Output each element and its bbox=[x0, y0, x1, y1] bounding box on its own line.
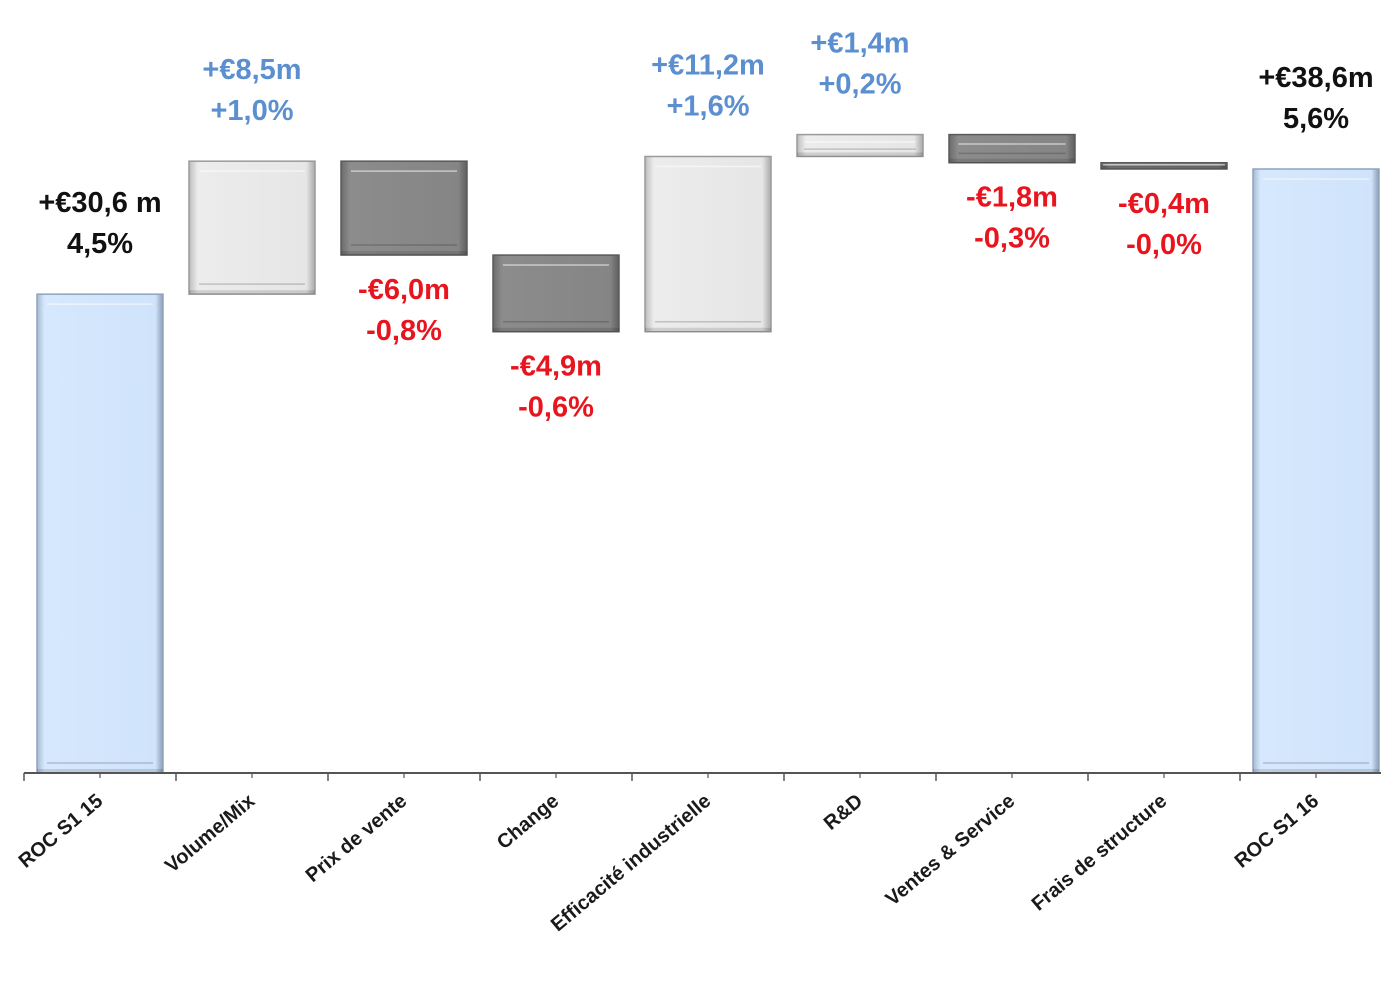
data-label-value: +€8,5m bbox=[202, 54, 301, 86]
x-tick-label: ROC S1 15 bbox=[15, 790, 107, 873]
x-tick-label: R&D bbox=[820, 790, 867, 835]
bar-5 bbox=[644, 155, 772, 333]
x-tick-label: Volume/Mix bbox=[161, 790, 259, 877]
data-label-percent: -0,3% bbox=[974, 223, 1050, 255]
data-label-value: +€38,6m bbox=[1258, 62, 1373, 94]
data-label-percent: 5,6% bbox=[1283, 103, 1349, 135]
bar-6 bbox=[796, 133, 924, 158]
data-label-percent: -0,6% bbox=[518, 392, 594, 424]
x-tick-label: Frais de structure bbox=[1028, 790, 1172, 915]
x-axis: ROC S1 15 Volume/Mix Prix de vente ChangeEf… bbox=[15, 772, 1381, 936]
bars-layer bbox=[36, 133, 1380, 774]
bar-4 bbox=[492, 254, 620, 333]
bar-7 bbox=[948, 133, 1076, 164]
data-label-value: +€11,2m bbox=[651, 49, 765, 81]
data-label-percent: -0,0% bbox=[1126, 229, 1202, 261]
data-label-value: -€0,4m bbox=[1118, 188, 1210, 220]
x-tick-label: ROC S1 16 bbox=[1231, 790, 1323, 873]
data-label-percent: +0,2% bbox=[818, 69, 901, 101]
data-label-value: -€6,0m bbox=[358, 274, 450, 306]
x-tick-label: Efficacité industrielle bbox=[547, 790, 715, 936]
bar-9 bbox=[1252, 168, 1380, 774]
x-tick-label: Prix de vente bbox=[302, 790, 412, 887]
data-labels-layer: +€30,6 m 4,5% +€8,5m +1,0% -€6,0m -0,8% -€4,9m… bbox=[38, 28, 1373, 424]
bar-3 bbox=[340, 160, 468, 256]
data-label-value: +€1,4m bbox=[810, 28, 909, 60]
data-label-value: +€30,6 m bbox=[38, 187, 161, 219]
bar-2 bbox=[188, 160, 316, 295]
data-label-value: -€4,9m bbox=[510, 351, 602, 383]
data-label-percent: +1,0% bbox=[210, 95, 293, 127]
data-label-percent: -0,8% bbox=[366, 315, 442, 347]
data-label-value: -€1,8m bbox=[966, 182, 1058, 214]
x-tick-label: Ventes & Service bbox=[882, 790, 1020, 910]
bar-8 bbox=[1100, 161, 1228, 170]
x-tick-label: Change bbox=[493, 790, 563, 854]
data-label-percent: +1,6% bbox=[666, 90, 749, 122]
data-label-percent: 4,5% bbox=[67, 228, 133, 260]
bar-1 bbox=[36, 293, 164, 774]
